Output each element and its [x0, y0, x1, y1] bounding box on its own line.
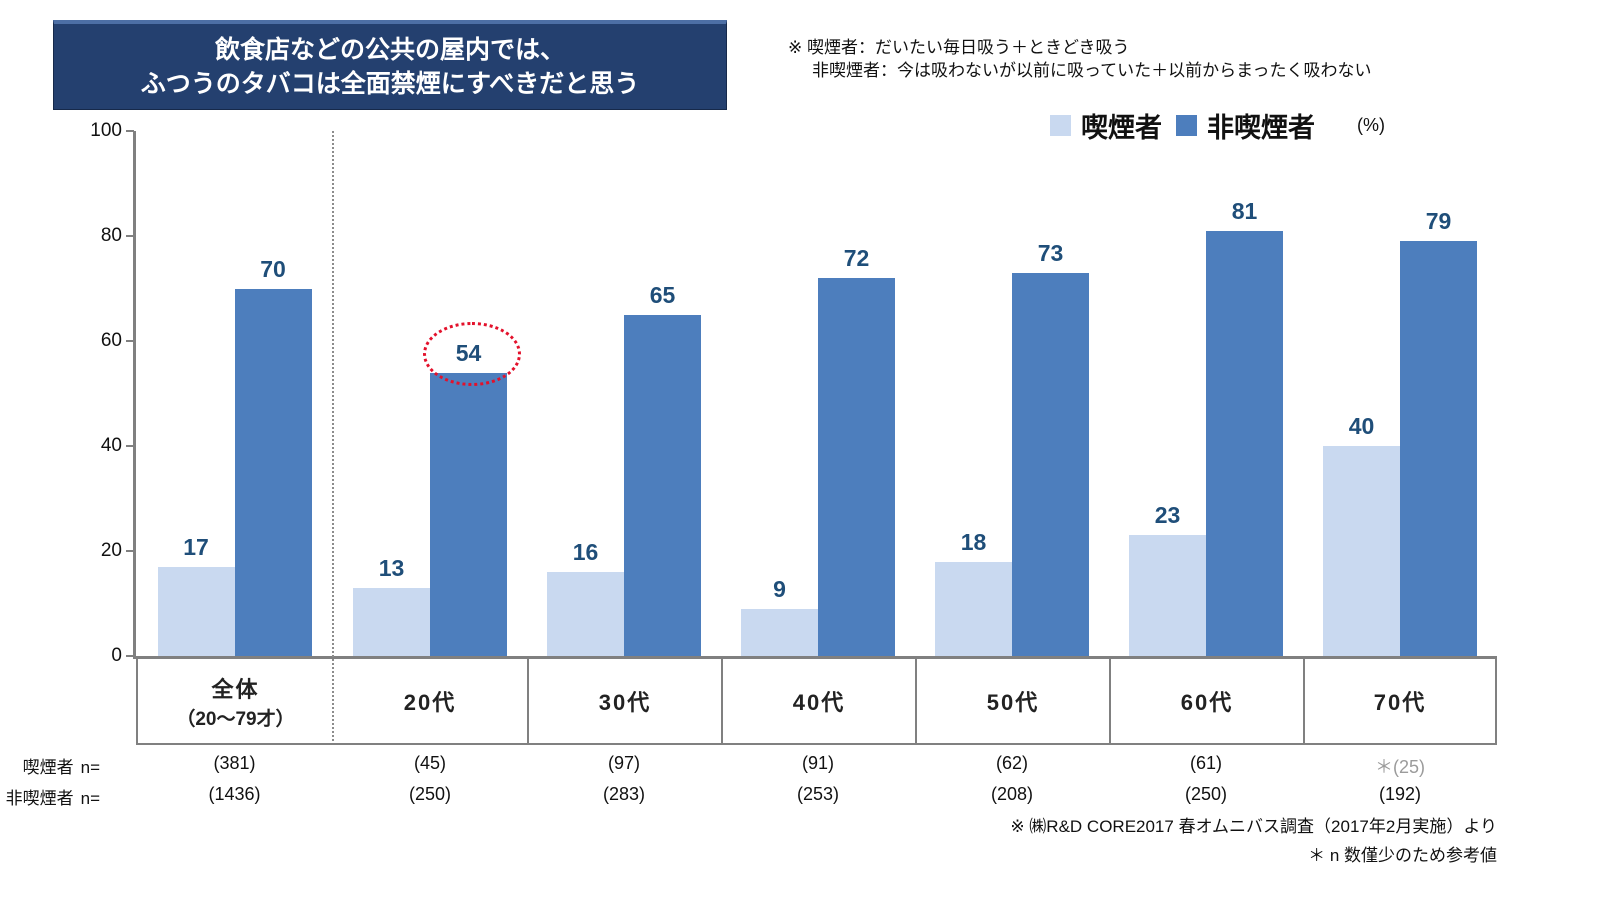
bar-非喫煙者-total [234, 288, 312, 656]
bar-value-label: 70 [260, 255, 286, 282]
bar-非喫煙者-40代 [818, 278, 895, 656]
small-sample-note: ＊ n 数僅少のため参考値 [1308, 846, 1497, 865]
y-axis-tick [126, 340, 134, 342]
source-note: ※ ㈱R&D CORE2017 春オムニバス調査（2017年2月実施）より [1010, 817, 1497, 836]
bar-非喫煙者-20代 [430, 372, 507, 656]
category-label: 全体 [211, 676, 260, 702]
n-value: (250) [1184, 784, 1228, 804]
category-cell-40代: 40代 [721, 659, 915, 745]
bar-value-label: 72 [843, 245, 870, 271]
n-value: (253) [796, 784, 840, 804]
category-label: 50代 [986, 690, 1040, 715]
n-row-label-smoker: 喫煙者 n= [22, 758, 100, 777]
bar-value-label: 17 [183, 533, 209, 560]
legend-label-nonsmoker: 非喫煙者 [1207, 113, 1315, 143]
bar-非喫煙者-30代 [624, 314, 701, 656]
n-row-label-nonsmoker: 非喫煙者 n= [5, 789, 100, 808]
n-value: (91) [801, 753, 835, 773]
category-cell-70代: 70代 [1303, 659, 1497, 745]
bar-喫煙者-30代 [547, 572, 624, 656]
bar-value-label: 79 [1425, 208, 1452, 235]
y-axis-tick [126, 445, 134, 447]
bar-喫煙者-40代 [741, 608, 818, 656]
n-value: (1436) [208, 784, 261, 804]
bar-非喫煙者-70代 [1400, 241, 1477, 656]
y-axis-tick-label: 40 [100, 435, 122, 456]
chart-title-box: 飲食店などの公共の屋内では、 ふつうのタバコは全面禁煙にすべきだと思う [53, 20, 727, 110]
category-cell-20代: 20代 [333, 659, 527, 745]
bar-value-label: 18 [960, 528, 987, 555]
x-axis-line [133, 656, 1497, 659]
y-axis-tick-label: 0 [111, 645, 122, 666]
bar-喫煙者-60代 [1129, 535, 1206, 656]
n-value: (61) [1189, 753, 1223, 773]
bar-喫煙者-50代 [935, 561, 1012, 656]
bar-value-label: 40 [1348, 413, 1375, 439]
category-label: 20代 [403, 690, 457, 715]
category-cell-30代: 30代 [527, 659, 721, 745]
bar-喫煙者-total [157, 566, 235, 656]
category-label: 60代 [1180, 690, 1234, 715]
definition-note-line2: 非喫煙者：今は吸わないが以前に吸っていた＋以前からまったく吸わない [812, 61, 1372, 80]
bar-非喫煙者-50代 [1012, 272, 1089, 656]
n-value: (45) [413, 753, 447, 773]
category-label: 40代 [792, 690, 846, 715]
highlight-circle-annotation [422, 321, 521, 386]
bar-value-label: 9 [773, 575, 786, 602]
category-cell-total: 全体 （20～79才） [136, 659, 333, 745]
percent-unit-label: (%) [1357, 115, 1385, 135]
chart-title-line2: ふつうのタバコは全面禁煙にすべきだと思う [140, 69, 640, 98]
bar-value-label: 13 [378, 554, 405, 581]
category-label: 70代 [1373, 690, 1427, 715]
legend-item-nonsmoker: 非喫煙者 [1176, 106, 1315, 145]
y-axis-tick [126, 655, 134, 657]
category-cell-60代: 60代 [1109, 659, 1303, 745]
category-sublabel: （20～79才） [176, 708, 295, 730]
legend-swatch-smoker [1050, 115, 1071, 136]
legend-label-smoker: 喫煙者 [1081, 113, 1162, 143]
bar-喫煙者-70代 [1323, 446, 1400, 656]
y-axis-line [133, 131, 136, 659]
n-value: ＊(25) [1374, 757, 1426, 777]
bar-value-label: 81 [1231, 197, 1258, 224]
legend-swatch-nonsmoker [1176, 115, 1197, 136]
total-vs-age-divider-line [332, 131, 334, 745]
definition-note-line1: ※ 喫煙者：だいたい毎日吸う＋ときどき吸う [788, 38, 1130, 57]
bar-value-label: 65 [649, 281, 676, 308]
category-label: 30代 [598, 690, 652, 715]
y-axis-tick [126, 550, 134, 552]
n-value: (208) [990, 784, 1034, 804]
y-axis-tick-label: 60 [100, 330, 122, 351]
bar-喫煙者-20代 [353, 587, 430, 656]
legend-item-smoker: 喫煙者 [1050, 106, 1162, 145]
legend: 喫煙者 非喫煙者 (%) [1050, 106, 1385, 145]
definition-note: ※ 喫煙者：だいたい毎日吸う＋ときどき吸う 非喫煙者：今は吸わないが以前に吸って… [788, 36, 1371, 82]
bar-value-label: 73 [1037, 239, 1064, 266]
y-axis-tick-label: 20 [100, 540, 122, 561]
n-value: (381) [213, 753, 256, 773]
n-value: (62) [995, 753, 1029, 773]
n-value: (192) [1378, 784, 1422, 804]
bar-value-label: 16 [572, 539, 599, 565]
y-axis-tick [126, 235, 134, 237]
y-axis-tick-label: 80 [100, 225, 122, 246]
y-axis-tick-label: 100 [90, 120, 122, 141]
y-axis-tick [126, 130, 134, 132]
chart-title-line1: 飲食店などの公共の屋内では、 [214, 35, 565, 64]
category-cell-50代: 50代 [915, 659, 1109, 745]
n-value: (283) [602, 784, 646, 804]
bar-value-label: 23 [1154, 502, 1181, 529]
bar-非喫煙者-60代 [1206, 230, 1283, 656]
n-value: (250) [408, 784, 452, 804]
n-value: (97) [607, 753, 641, 773]
